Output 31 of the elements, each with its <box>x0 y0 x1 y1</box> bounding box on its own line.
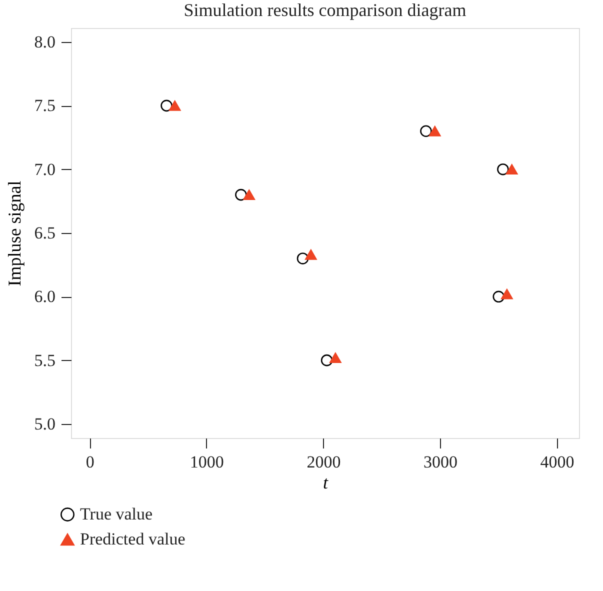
x-tick-label: 1000 <box>190 452 224 472</box>
y-tick-label: 7.5 <box>34 96 56 116</box>
legend-label: Predicted value <box>80 530 186 548</box>
point <box>330 352 342 363</box>
point <box>497 163 509 176</box>
x-tick-label: 4000 <box>540 452 574 472</box>
point <box>296 252 309 264</box>
point <box>160 100 172 112</box>
x-tick-label: 3000 <box>424 452 458 472</box>
chart-title: Simulation results comparison diagram <box>184 0 466 20</box>
legend-label: True value <box>80 504 153 524</box>
point <box>235 188 247 201</box>
x-axis-title: t <box>322 472 329 492</box>
point <box>305 249 317 260</box>
y-tick-label: 5.5 <box>34 350 56 370</box>
x-tick-label: 0 <box>86 452 94 472</box>
y-tick-label: 5.0 <box>34 414 56 434</box>
y-axis-title: Impluse signal <box>4 180 24 286</box>
point <box>168 100 181 111</box>
point <box>420 125 432 138</box>
point <box>243 190 256 200</box>
y-tick-label: 8.0 <box>34 32 56 52</box>
point <box>492 290 505 303</box>
point <box>501 288 513 300</box>
x-tick-label: 2000 <box>306 452 341 472</box>
y-tick-label: 7.0 <box>34 160 56 179</box>
y-tick-label: 6.5 <box>34 224 56 242</box>
point <box>506 164 518 175</box>
y-tick-label: 6.0 <box>34 287 56 306</box>
point <box>428 126 441 136</box>
point <box>320 354 333 366</box>
